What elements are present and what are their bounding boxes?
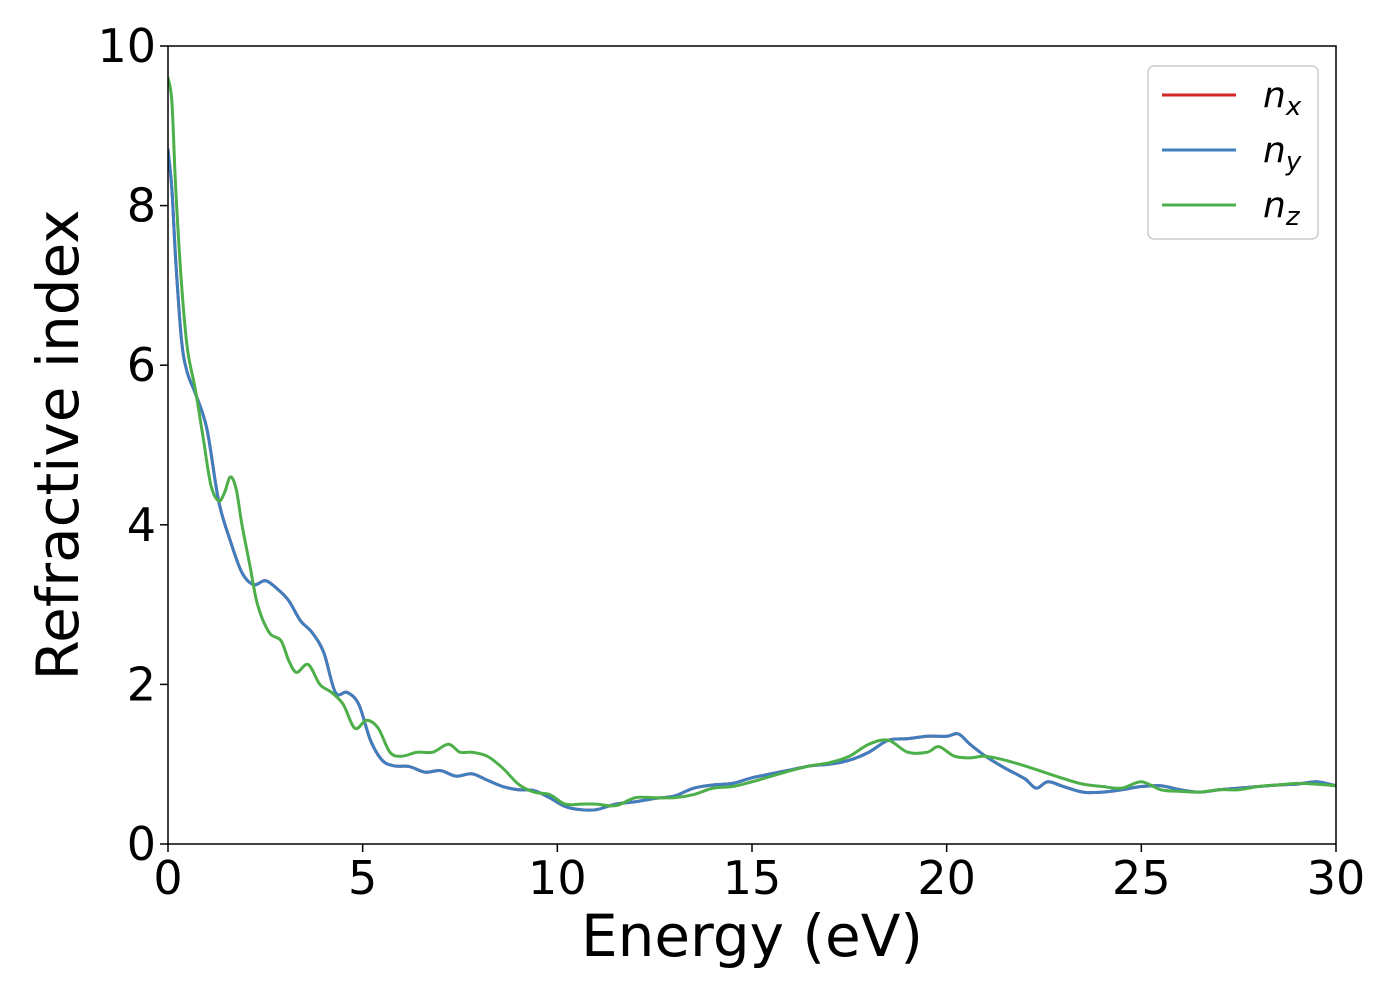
legend-box: [1147, 65, 1319, 240]
y-tick-label: 4: [127, 498, 156, 552]
y-tick-label: 6: [127, 338, 156, 392]
legend-label: nx: [1263, 75, 1302, 122]
x-axis-title: Energy (eV): [581, 902, 923, 970]
x-tick-label: 15: [723, 851, 782, 905]
series-layer: [168, 76, 1336, 812]
y-tick-label: 2: [127, 657, 156, 711]
legend-label: ny: [1263, 130, 1302, 177]
y-axis-ticks: 0 2 4 6 8 10: [97, 19, 168, 871]
legend-item: ny: [1162, 130, 1302, 177]
x-tick-label: 5: [348, 851, 377, 905]
legend-label-subscript: x: [1285, 92, 1302, 122]
y-tick-label: 10: [97, 19, 156, 73]
legend-label-main: n: [1263, 75, 1286, 116]
x-tick-label: 20: [917, 851, 976, 905]
x-tick-label: 0: [153, 851, 182, 905]
series-line-ny: [168, 148, 1336, 812]
legend-label: nz: [1263, 185, 1301, 232]
y-tick-label: 0: [127, 817, 156, 871]
legend-label-main: n: [1263, 185, 1286, 226]
x-tick-label: 30: [1307, 851, 1366, 905]
x-axis-ticks: 0 5 10 15 20 25 30: [153, 844, 1365, 905]
legend-label-subscript: z: [1285, 202, 1301, 232]
series-line-nz: [168, 76, 1336, 808]
y-tick-label: 8: [127, 179, 156, 233]
y-axis-title: Refractive index: [24, 209, 92, 680]
legend-label-main: n: [1263, 130, 1286, 171]
x-tick-label: 25: [1112, 851, 1171, 905]
legend-label-subscript: y: [1285, 147, 1302, 177]
x-tick-label: 10: [528, 851, 587, 905]
legend-item: nz: [1162, 185, 1301, 232]
legend-item: nx: [1162, 75, 1302, 122]
